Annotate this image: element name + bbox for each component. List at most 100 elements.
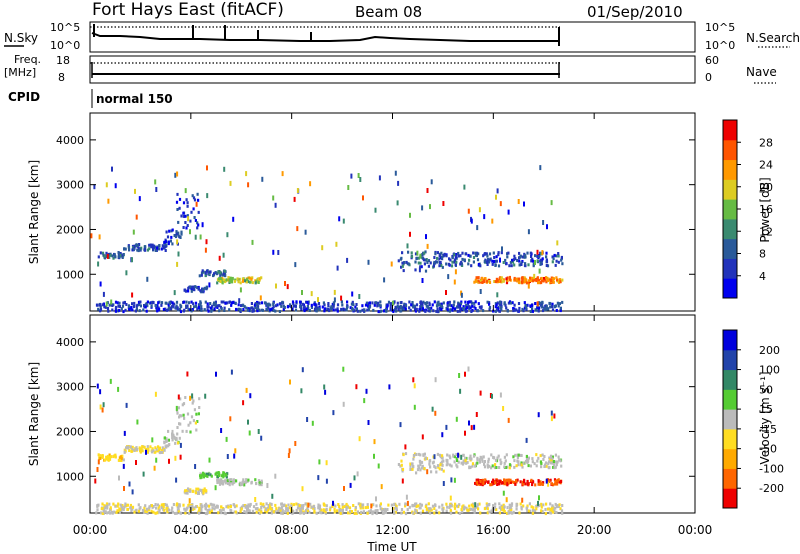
echo-scatter: [342, 366, 345, 372]
echo-cell: [545, 255, 548, 259]
echo-cell: [112, 502, 115, 506]
echo-scatter: [242, 400, 245, 406]
echo-cell: [553, 463, 556, 466]
echo-cell: [146, 511, 149, 515]
echo-cell: [377, 301, 380, 305]
echo-cell: [454, 307, 457, 311]
echo-cell: [397, 307, 400, 311]
echo-cell: [336, 303, 340, 307]
echo-cell: [267, 304, 270, 307]
echo-cell: [226, 479, 229, 483]
echo-cell: [158, 504, 161, 508]
echo-cell: [453, 258, 457, 262]
echo-cell: [511, 480, 514, 484]
echo-cell: [408, 505, 411, 509]
colorbar-segment: [723, 369, 737, 390]
echo-cell: [181, 403, 184, 407]
echo-cell: [554, 453, 557, 457]
echo-cell: [191, 287, 194, 291]
echo-scatter: [304, 229, 307, 235]
echo-cell: [307, 300, 310, 304]
echo-cell: [243, 510, 246, 513]
echo-cell: [445, 509, 448, 513]
echo-cell: [523, 263, 527, 267]
echo-cell: [175, 436, 178, 440]
echo-scatter: [281, 171, 284, 177]
echo-scatter: [464, 371, 466, 377]
cpid-program: normal 150: [96, 92, 173, 106]
echo-cell: [158, 449, 161, 453]
echo-scatter: [123, 486, 125, 491]
echo-cell: [531, 304, 534, 307]
echo-cell: [126, 508, 129, 511]
echo-scatter: [204, 247, 207, 253]
echo-cell: [219, 276, 222, 280]
echo-cell: [420, 265, 423, 269]
echo-cell: [192, 196, 196, 200]
echo-cell: [192, 419, 195, 423]
cpid-panel: CPID normal 150: [8, 89, 173, 108]
echo-cell: [449, 510, 453, 514]
echo-cell: [176, 441, 180, 445]
echo-cell: [493, 260, 496, 263]
echo-cell: [195, 505, 198, 509]
echo-cell: [154, 249, 157, 252]
echo-cell: [167, 240, 170, 244]
echo-cell: [446, 302, 449, 306]
echo-cell: [194, 219, 197, 222]
echo-scatter: [426, 469, 429, 475]
echo-scatter: [502, 490, 505, 496]
colorbar-segment: [723, 159, 737, 180]
echo-cell: [224, 274, 227, 277]
echo-scatter: [194, 234, 197, 240]
echo-cell: [203, 489, 206, 493]
echo-cell: [359, 309, 362, 313]
echo-cell: [504, 459, 507, 463]
echo-cell: [125, 446, 128, 450]
echo-cell: [495, 508, 498, 512]
echo-cell: [559, 507, 562, 511]
echo-cell: [105, 251, 108, 255]
echo-scatter: [429, 204, 431, 210]
echo-cell: [178, 197, 182, 201]
echo-cell: [409, 468, 412, 471]
echo-cell: [139, 248, 142, 252]
echo-cell: [240, 304, 243, 308]
echo-cell: [505, 478, 508, 482]
echo-cell: [238, 277, 241, 281]
echo-cell: [409, 464, 412, 468]
echo-cell: [304, 510, 308, 514]
freq-tick-bottom: 8: [58, 71, 65, 84]
velocity-ylabel: Slant Range [km]: [27, 362, 41, 466]
echo-cell: [144, 509, 147, 513]
echo-cell: [155, 506, 158, 510]
echo-cell: [560, 255, 563, 259]
echo-cell: [513, 303, 516, 307]
echo-cell: [533, 462, 536, 466]
echo-cell: [366, 308, 369, 312]
echo-cell: [186, 491, 189, 495]
echo-cell: [204, 507, 207, 511]
echo-cell: [219, 273, 222, 277]
echo-cell: [180, 232, 183, 236]
echo-cell: [404, 304, 408, 308]
echo-cell: [527, 263, 530, 267]
echo-cell: [189, 285, 192, 289]
echo-cell: [513, 465, 516, 469]
echo-cell: [525, 281, 528, 285]
echo-cell: [179, 511, 182, 515]
echo-cell: [216, 304, 219, 308]
echo-cell: [310, 303, 313, 307]
echo-cell: [236, 277, 239, 281]
echo-cell: [441, 503, 444, 507]
echo-scatter: [215, 371, 217, 377]
echo-scatter: [388, 384, 391, 390]
echo-cell: [233, 480, 236, 484]
echo-cell: [455, 457, 458, 461]
echo-cell: [556, 460, 559, 464]
echo-cell: [260, 483, 263, 487]
echo-cell: [549, 454, 553, 458]
echo-cell: [183, 308, 186, 312]
echo-cell: [133, 244, 136, 248]
echo-cell: [282, 307, 285, 311]
